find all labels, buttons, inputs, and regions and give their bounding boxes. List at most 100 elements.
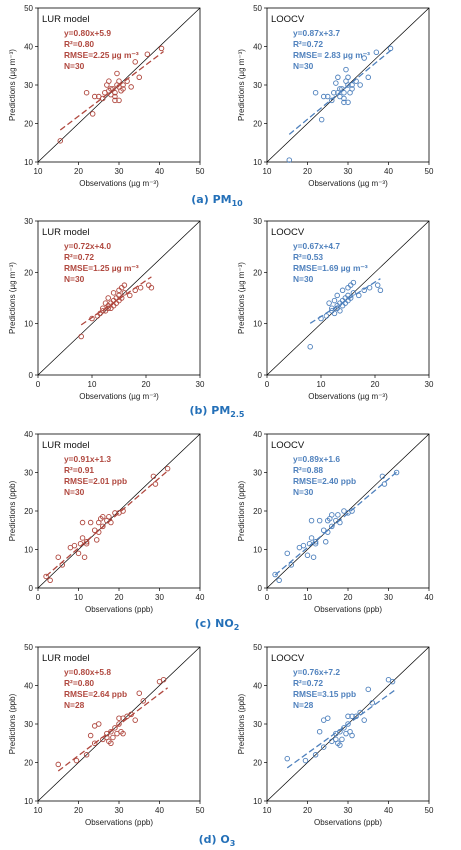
x-tick-label: 40 — [425, 593, 434, 602]
y-tick-label: 10 — [253, 158, 262, 167]
x-tick-label: 30 — [425, 380, 434, 389]
data-point — [118, 295, 125, 301]
stat-line-4: N=30 — [64, 61, 85, 71]
data-point — [75, 550, 82, 557]
data-point — [341, 725, 347, 731]
caption-main: (a) PM — [191, 193, 231, 206]
y-tick-label: 20 — [253, 268, 262, 277]
x-tick-label: 50 — [196, 806, 205, 815]
data-point — [120, 82, 126, 88]
x-axis-label: Observations (ppb) — [85, 818, 153, 827]
data-point — [334, 292, 340, 299]
panel-title: LOOCV — [271, 440, 305, 451]
data-point — [100, 523, 106, 530]
data-point — [339, 736, 345, 743]
data-point — [337, 519, 343, 526]
x-tick-label: 40 — [384, 167, 393, 176]
x-axis-label: Observations (µg m⁻³) — [308, 392, 388, 401]
data-point — [132, 287, 138, 294]
x-tick-label: 20 — [74, 806, 83, 815]
scatter-panel-4: 00 10 10 20 20 30 30 Observations (µg m⁻³) Predi… — [237, 217, 434, 401]
fit-line — [80, 276, 152, 326]
data-point — [120, 508, 126, 514]
data-point — [100, 308, 106, 314]
panel-title: LUR model — [42, 227, 90, 238]
data-point — [312, 89, 319, 96]
data-point — [116, 292, 122, 299]
data-point — [112, 89, 118, 96]
data-point — [345, 292, 351, 299]
data-point — [43, 573, 49, 580]
stat-line-3: RMSE=3.15 ppb — [293, 689, 356, 699]
x-tick-label: 50 — [425, 167, 434, 176]
data-point — [128, 711, 134, 718]
y-tick-label: 10 — [253, 797, 262, 806]
data-point — [381, 481, 388, 487]
y-tick-label: 30 — [253, 720, 262, 729]
y-tick-label: 10 — [24, 797, 33, 806]
x-tick-label: 0 — [36, 380, 41, 389]
data-point — [350, 290, 357, 296]
data-point — [337, 308, 343, 314]
data-point — [302, 757, 309, 764]
data-point — [393, 469, 400, 476]
stat-line-2: R²=0.53 — [293, 252, 323, 262]
x-tick-label: 20 — [344, 593, 353, 602]
data-point — [349, 508, 355, 514]
data-point — [373, 49, 380, 56]
data-point — [331, 310, 338, 317]
data-point — [361, 55, 367, 61]
stat-line-4: N=28 — [293, 700, 314, 710]
data-point — [379, 473, 386, 480]
data-point — [120, 86, 126, 92]
data-point — [118, 284, 125, 291]
data-point — [102, 300, 109, 306]
y-axis-label: Predictions (ppb) — [8, 693, 17, 754]
data-point — [112, 97, 118, 104]
data-point — [300, 542, 307, 549]
stat-line-4: N=30 — [293, 61, 314, 71]
panel-title: LUR model — [42, 14, 90, 25]
data-point — [114, 70, 120, 77]
x-tick-label: 40 — [155, 806, 164, 815]
stat-line-3: RMSE=2.64 ppb — [64, 689, 127, 699]
data-point — [120, 730, 126, 737]
stat-line-2: R²=0.80 — [64, 39, 94, 49]
x-tick-label: 0 — [265, 380, 270, 389]
stat-line-1: y=0.80x+5.9 — [64, 28, 111, 38]
data-point — [356, 292, 362, 299]
data-point — [345, 721, 351, 727]
y-axis-label: Predictions (µg m⁻³) — [237, 49, 246, 121]
data-point — [310, 554, 317, 560]
data-point — [335, 74, 341, 81]
stat-line-3: RMSE=2.40 ppb — [293, 476, 356, 486]
x-tick-label: 20 — [74, 167, 83, 176]
y-tick-label: 40 — [253, 430, 262, 439]
stat-line-1: y=0.67x+4.7 — [293, 241, 340, 251]
stat-line-1: y=0.76x+7.2 — [293, 667, 340, 677]
data-point — [347, 282, 354, 288]
data-point — [349, 732, 355, 739]
stat-line-3: RMSE=1.25 µg m⁻³ — [64, 263, 139, 273]
x-tick-label: 10 — [88, 380, 97, 389]
x-axis-label: Observations (ppb) — [314, 605, 382, 614]
data-point — [121, 290, 128, 296]
data-point — [369, 700, 376, 706]
data-point — [345, 713, 351, 720]
x-tick-label: 10 — [303, 593, 312, 602]
data-point — [389, 678, 396, 685]
plot-frame — [266, 220, 430, 376]
stat-line-1: y=0.89x+1.6 — [293, 454, 340, 464]
data-point — [106, 514, 112, 520]
data-point — [345, 74, 351, 81]
data-point — [100, 95, 106, 102]
y-tick-label: 40 — [24, 682, 33, 691]
data-point — [116, 97, 122, 104]
y-axis-label: Predictions (ppb) — [8, 480, 17, 541]
data-point — [108, 728, 114, 735]
data-point — [112, 510, 118, 516]
data-point — [272, 571, 278, 578]
y-tick-label: 10 — [24, 546, 33, 555]
